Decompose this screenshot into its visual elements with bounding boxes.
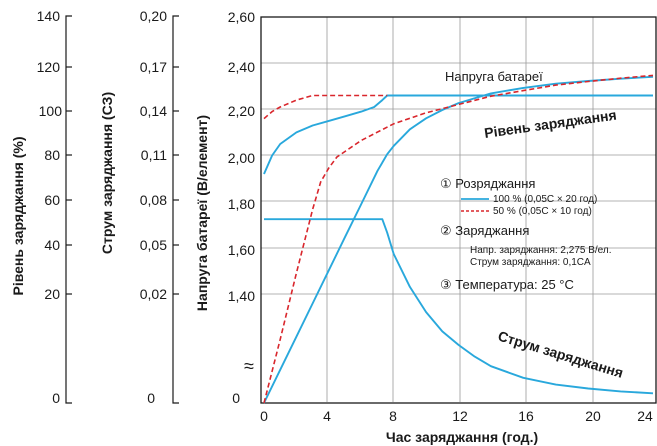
charge-current-axis-title: Струм заряджання (CЗ) (99, 92, 115, 254)
voltage-tick: 1,40 (228, 288, 255, 304)
series-line-voltage-50 (263, 94, 388, 120)
x-tick: 8 (389, 408, 397, 424)
plot-grid (261, 17, 656, 402)
series-line-level-100 (263, 75, 654, 404)
charge-current-tick: 0,20 (140, 8, 167, 24)
charge-current-tick: 0,17 (140, 59, 167, 75)
axis-break-icon: ≈ (244, 356, 254, 376)
charge-current-tick: 0,02 (140, 286, 167, 302)
discharge-100-label: 100 % (0,05C × 20 год) (493, 194, 597, 205)
discharge-title: ① Розряджання (440, 176, 535, 191)
voltage-tick: 2,00 (228, 150, 255, 166)
charge-current-tick: 0,14 (140, 103, 167, 119)
charge-level-tick: 60 (44, 192, 60, 208)
series-layer (263, 74, 654, 404)
voltage-curve-label: Напруга батареї (445, 69, 543, 84)
charge-level-tick: 140 (37, 8, 61, 24)
charge-current-tick: 0,11 (141, 147, 167, 163)
charge-level-tick: 100 (39, 103, 63, 119)
x-tick: 20 (585, 408, 601, 424)
plot-frame (260, 16, 657, 404)
x-tick: 16 (518, 408, 534, 424)
charge-level-tick: 20 (44, 286, 60, 302)
series-line-level-50 (263, 74, 654, 404)
temperature-note: ③ Температура: 25 °C (440, 277, 574, 292)
level-curve-label: Рівень заряджання (483, 107, 617, 141)
charge-current-tick: 0,08 (140, 192, 167, 208)
voltage-tick: 2,40 (228, 59, 255, 75)
charge-current-note: Струм заряджання: 0,1CA (470, 257, 591, 268)
charge-level-tick: 40 (44, 237, 60, 253)
charge-level-tick: 80 (44, 147, 60, 163)
x-tick: 0 (260, 408, 268, 424)
legend: ① Розряджання 100 % (0,05C × 20 год) 50 … (440, 176, 612, 292)
x-axis-title: Час заряджання (год.) (386, 429, 538, 445)
series-line-current-100 (264, 218, 654, 395)
discharge-50-label: 50 % (0,05C × 10 год) (493, 206, 592, 217)
charge-level-axis-title: Рівень заряджання (%) (10, 137, 26, 296)
voltage-tick: 0 (232, 390, 240, 406)
current-curve-label: Струм заряджання (496, 328, 625, 381)
charge-voltage-note: Напр. заряджання: 2,275 В/ел. (470, 245, 612, 256)
battery-voltage-axis: 2,60 2,40 2,20 2,00 1,80 1,60 1,40 0 ≈ (228, 9, 255, 406)
x-axis: 0 4 8 12 16 20 24 (260, 408, 653, 424)
charge-current-axis: 0,20 0,17 0,14 0,11 0,08 0,05 0,02 0 (140, 8, 179, 406)
charge-level-tick: 120 (37, 59, 61, 75)
charge-level-tick: 0 (52, 390, 60, 406)
voltage-tick: 1,80 (228, 196, 255, 212)
charge-current-tick: 0 (147, 390, 155, 406)
charge-level-axis: 140 120 100 80 60 40 20 0 (37, 8, 72, 406)
x-tick: 24 (637, 408, 653, 424)
x-tick: 4 (323, 408, 331, 424)
battery-voltage-axis-title: Напруга батареї (В/елемент) (194, 115, 210, 311)
voltage-tick: 1,60 (228, 242, 255, 258)
x-tick: 12 (452, 408, 468, 424)
series-line-voltage-100 (263, 94, 653, 175)
charge-title: ② Заряджання (440, 223, 529, 238)
charge-current-tick: 0,05 (140, 237, 167, 253)
voltage-tick: 2,60 (228, 9, 255, 25)
voltage-tick: 2,20 (228, 103, 255, 119)
